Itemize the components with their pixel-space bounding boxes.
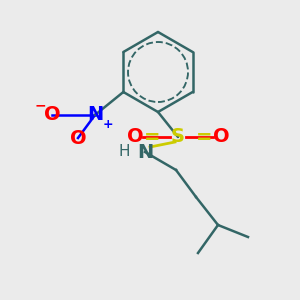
Text: O: O xyxy=(213,128,229,146)
Text: N: N xyxy=(87,106,103,124)
Text: +: + xyxy=(103,118,113,131)
Text: H: H xyxy=(118,145,130,160)
Text: O: O xyxy=(70,128,86,148)
Text: O: O xyxy=(44,106,60,124)
Text: N: N xyxy=(137,142,153,161)
Text: O: O xyxy=(127,128,143,146)
Text: =: = xyxy=(144,128,160,146)
Text: S: S xyxy=(171,128,185,146)
Text: −: − xyxy=(34,98,46,112)
Text: =: = xyxy=(196,128,212,146)
